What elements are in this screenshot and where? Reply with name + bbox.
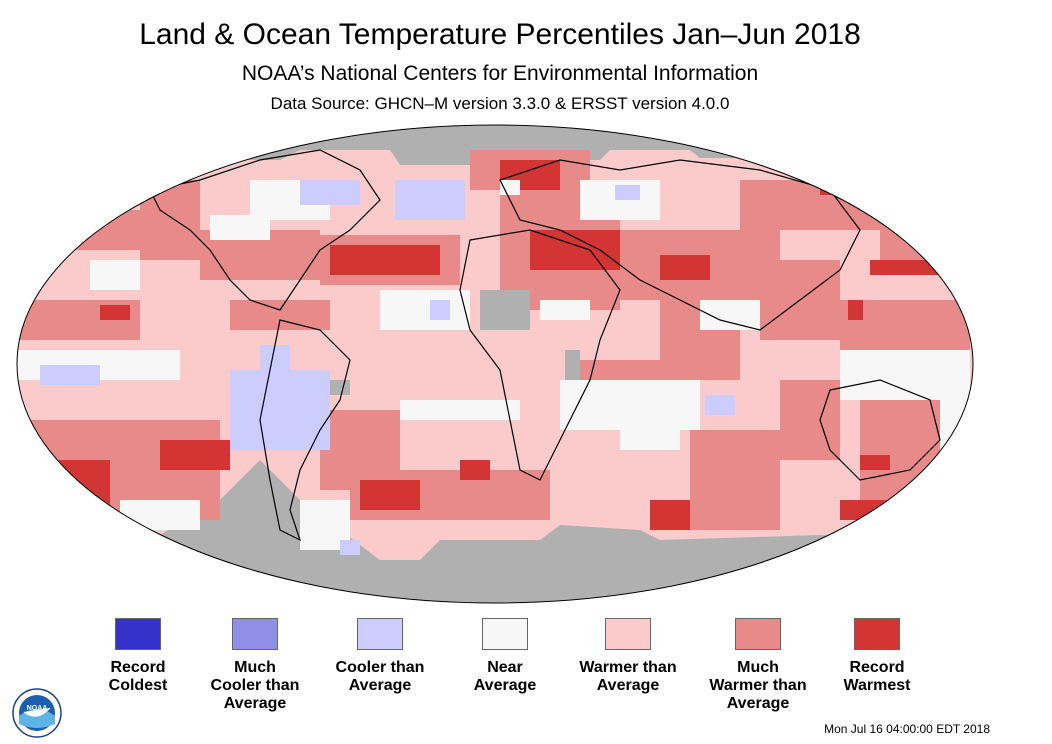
- legend-label: Cooler than Average: [335, 659, 425, 694]
- noaa-logo-icon: NOAA: [12, 688, 62, 738]
- legend-item-record-warmest: Record Warmest: [812, 618, 942, 695]
- legend-swatch: [605, 618, 651, 650]
- map-subtitle: NOAA’s National Centers for Environmenta…: [241, 62, 759, 85]
- legend-item-much-warmer: Much Warmer than Average: [693, 618, 823, 713]
- legend-swatch: [357, 618, 403, 650]
- interior-no-data: [330, 290, 580, 395]
- data-source: Data Source: GHCN–M version 3.3.0 & ERSS…: [270, 94, 730, 113]
- legend-label: Record Warmest: [843, 659, 911, 694]
- legend-swatch: [735, 618, 781, 650]
- svg-text:NOAA: NOAA: [27, 705, 48, 712]
- timestamp: Mon Jul 16 04:00:00 EDT 2018: [824, 722, 990, 736]
- legend-swatch: [232, 618, 278, 650]
- legend-label: Warmer than Average: [579, 659, 677, 694]
- legend-item-record-coldest: Record Coldest: [73, 618, 203, 695]
- legend-item-near: Near Average: [440, 618, 570, 695]
- map-body: [17, 125, 973, 603]
- legend-swatch: [482, 618, 528, 650]
- cooler-patches: [40, 180, 735, 555]
- continent-outlines: [149, 149, 941, 542]
- map-title: Land & Ocean Temperature Percentiles Jan…: [139, 18, 861, 51]
- legend-item-much-cooler: Much Cooler than Average: [190, 618, 320, 713]
- legend-item-warmer: Warmer than Average: [563, 618, 693, 695]
- legend-swatch: [854, 618, 900, 650]
- legend-label: Much Warmer than Average: [709, 659, 807, 712]
- legend-item-cooler: Cooler than Average: [315, 618, 445, 695]
- legend-label: Record Coldest: [108, 659, 168, 694]
- legend-label: Near Average: [473, 659, 537, 694]
- globe-outline: [16, 124, 974, 604]
- legend-label: Much Cooler than Average: [210, 659, 300, 712]
- legend-swatch: [115, 618, 161, 650]
